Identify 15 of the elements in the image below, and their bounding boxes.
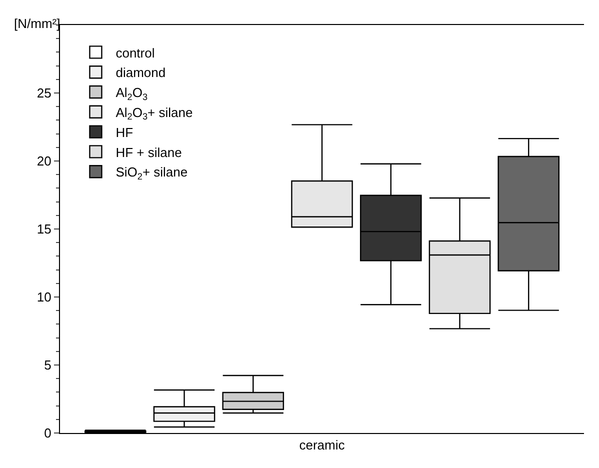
y-tick-label: 25 xyxy=(36,86,52,101)
legend-label: HF xyxy=(116,124,134,140)
y-tick-label: 0 xyxy=(44,426,52,441)
x-tick-label: ceramic xyxy=(299,438,346,453)
legend-label: control xyxy=(116,45,155,60)
legend-label: Al$_{2}$O$_{3}$+ silane xyxy=(116,104,193,122)
y-tick-label: 5 xyxy=(44,358,52,373)
legend-label: Al$_{2}$O$_{3}$ xyxy=(116,85,148,102)
y-axis-title: [N/mm²] xyxy=(14,16,60,31)
legend-label: SiO$_{2}$+ silane xyxy=(116,164,188,182)
legend-label: diamond xyxy=(116,65,166,80)
y-tick-label: 20 xyxy=(36,154,52,169)
y-tick-label: 10 xyxy=(36,290,52,305)
y-tick-label: 15 xyxy=(36,222,52,237)
legend-label: HF + silane xyxy=(116,144,182,160)
